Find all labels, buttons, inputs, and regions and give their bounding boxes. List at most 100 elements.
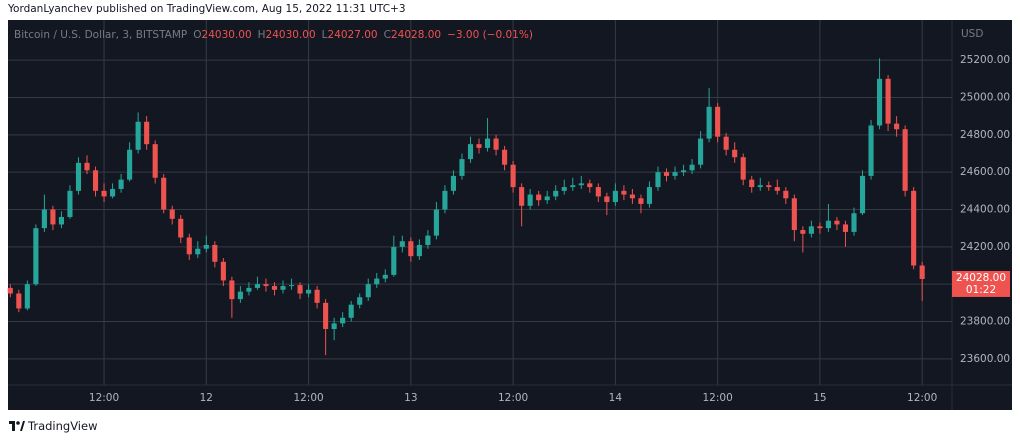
candle-body [195, 248, 201, 255]
candle-body [527, 194, 533, 206]
legend-value: 24027.00 [328, 29, 378, 41]
candle-body [340, 317, 346, 324]
candle-body [766, 185, 772, 188]
candle-body [570, 185, 576, 188]
candle-body [246, 287, 252, 292]
candle-body [919, 265, 925, 279]
legend-key: L [322, 29, 328, 41]
candle-body [212, 244, 218, 262]
candle-body [604, 196, 610, 203]
y-tick-label: 23800.00 [960, 316, 1010, 328]
labels: 23600.0023800.0024000.0024200.0024400.00… [89, 54, 1010, 404]
candle-body [161, 177, 167, 210]
candle-body [715, 106, 721, 137]
candle-body [357, 297, 363, 305]
legend-key: H [258, 29, 266, 41]
candle-body [186, 237, 192, 255]
candle-body [578, 183, 584, 186]
candle-body [476, 144, 482, 148]
candle-body [612, 190, 618, 203]
candle-body [84, 162, 90, 171]
candle-body [24, 284, 30, 309]
last-price-tag [952, 270, 1010, 297]
candle-body [911, 190, 917, 266]
candle-body [408, 241, 414, 257]
candle-body [680, 170, 687, 173]
x-tick-label: 13 [404, 392, 417, 404]
candle-body [629, 194, 635, 199]
candle-body [382, 274, 388, 279]
candle-body [646, 187, 653, 204]
x-tick-label: 12:00 [703, 392, 733, 404]
candle-body [41, 209, 47, 229]
candle-body [587, 183, 593, 188]
candle-body [280, 286, 286, 290]
candle-body [459, 159, 465, 176]
x-tick-label: 15 [813, 392, 826, 404]
legend-key: C [384, 29, 391, 41]
candle-body [544, 196, 550, 201]
legend-change: −3.00 (−0.01%) [447, 29, 533, 41]
candle-body [254, 284, 261, 288]
candle-body [178, 218, 184, 238]
candle-body [663, 172, 670, 176]
candle-body [851, 213, 857, 232]
candle-body [416, 244, 422, 257]
candle-body [536, 194, 542, 201]
candle-body [894, 123, 900, 130]
y-tick-label: 24400.00 [960, 204, 1010, 216]
candle-body [374, 278, 380, 285]
publish-header: YordanLyanchev published on TradingView.… [8, 3, 406, 15]
candle-body [817, 226, 823, 229]
candle-body [271, 286, 278, 290]
y-tick-label: 24600.00 [960, 166, 1010, 178]
candle-body [50, 209, 56, 225]
candle-body [348, 304, 354, 318]
candle-body [467, 144, 474, 160]
candle-body [75, 162, 82, 191]
grid [8, 20, 952, 385]
candle-body [118, 179, 124, 189]
candle-body [859, 175, 866, 214]
x-tick-label: 12:00 [498, 392, 528, 404]
last-price-label: 24028.00 [956, 272, 1006, 284]
candle-body [442, 190, 448, 210]
candle-body [842, 224, 849, 232]
candle-body [698, 138, 704, 165]
candle-body [553, 190, 559, 197]
candle-body [502, 149, 508, 165]
candle-body [783, 190, 789, 199]
legend-value: 24030.00 [202, 29, 252, 41]
candle-body [808, 226, 814, 234]
candle-body [433, 209, 439, 236]
candle-body [391, 246, 397, 275]
legend-value: 24028.00 [391, 29, 441, 41]
candle-body [58, 216, 64, 225]
candle-body [127, 149, 133, 180]
candle-body [723, 136, 729, 150]
legend-symbol: Bitcoin / U.S. Dollar, 3, BITSTAMP [14, 29, 187, 41]
candle-body [67, 190, 73, 217]
candle-body [7, 287, 13, 294]
candle-body [791, 198, 797, 231]
x-tick-label: 14 [609, 392, 623, 404]
y-tick-label: 23600.00 [960, 353, 1010, 365]
candle-body [902, 129, 908, 191]
candle-body [323, 302, 329, 329]
candle-body [101, 190, 107, 197]
candle-body [33, 228, 39, 285]
candle-body [519, 187, 525, 206]
y-tick-label: 24200.00 [960, 241, 1010, 253]
candle-body [834, 220, 840, 225]
tradingview-logo [9, 421, 25, 431]
candle-body [595, 187, 601, 197]
candle-body [220, 261, 226, 281]
candle-body [237, 291, 243, 300]
candle-body [689, 164, 695, 171]
candle-body [740, 157, 746, 180]
candle-body [510, 164, 516, 188]
candle-body [135, 121, 141, 150]
candle-body [638, 198, 644, 204]
